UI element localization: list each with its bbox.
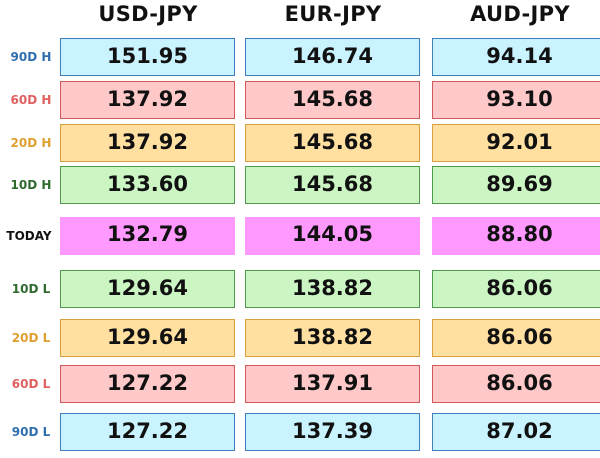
value-cell-90d-h-eur-jpy: 146.74	[245, 38, 420, 76]
value-cell-today-usd-jpy: 132.79	[60, 217, 235, 255]
value-cell-20d-h-usd-jpy: 137.92	[60, 124, 235, 162]
row-label-60d-h: 60D H	[10, 93, 52, 107]
row-label-10d-h: 10D H	[10, 178, 52, 192]
value-cell-60d-h-usd-jpy: 137.92	[60, 81, 235, 119]
value-cell-10d-h-aud-jpy: 89.69	[432, 166, 600, 204]
value-cell-today-eur-jpy: 144.05	[245, 217, 420, 255]
value-cell-60d-h-aud-jpy: 93.10	[432, 81, 600, 119]
value-cell-90d-l-aud-jpy: 87.02	[432, 413, 600, 451]
value-cell-90d-l-usd-jpy: 127.22	[60, 413, 235, 451]
value-cell-10d-h-eur-jpy: 145.68	[245, 166, 420, 204]
value-cell-20d-l-eur-jpy: 138.82	[245, 319, 420, 357]
value-cell-10d-l-usd-jpy: 129.64	[60, 270, 235, 308]
value-cell-90d-h-aud-jpy: 94.14	[432, 38, 600, 76]
row-label-today: TODAY	[6, 229, 52, 243]
row-label-10d-l: 10D L	[11, 282, 51, 296]
column-header-usd-jpy: USD-JPY	[98, 2, 198, 26]
value-cell-90d-l-eur-jpy: 137.39	[245, 413, 420, 451]
row-label-90d-h: 90D H	[10, 50, 52, 64]
value-cell-60d-l-aud-jpy: 86.06	[432, 365, 600, 403]
row-label-20d-l: 20D L	[11, 331, 51, 345]
value-cell-today-aud-jpy: 88.80	[432, 217, 600, 255]
column-header-aud-jpy: AUD-JPY	[470, 2, 570, 26]
value-cell-20d-l-aud-jpy: 86.06	[432, 319, 600, 357]
row-label-20d-h: 20D H	[10, 136, 52, 150]
column-header-eur-jpy: EUR-JPY	[284, 2, 382, 26]
row-label-90d-l: 90D L	[11, 425, 51, 439]
row-label-60d-l: 60D L	[11, 377, 51, 391]
value-cell-60d-l-eur-jpy: 137.91	[245, 365, 420, 403]
value-cell-10d-l-aud-jpy: 86.06	[432, 270, 600, 308]
value-cell-20d-h-aud-jpy: 92.01	[432, 124, 600, 162]
value-cell-60d-l-usd-jpy: 127.22	[60, 365, 235, 403]
value-cell-10d-l-eur-jpy: 138.82	[245, 270, 420, 308]
value-cell-20d-h-eur-jpy: 145.68	[245, 124, 420, 162]
value-cell-10d-h-usd-jpy: 133.60	[60, 166, 235, 204]
value-cell-90d-h-usd-jpy: 151.95	[60, 38, 235, 76]
value-cell-60d-h-eur-jpy: 145.68	[245, 81, 420, 119]
value-cell-20d-l-usd-jpy: 129.64	[60, 319, 235, 357]
